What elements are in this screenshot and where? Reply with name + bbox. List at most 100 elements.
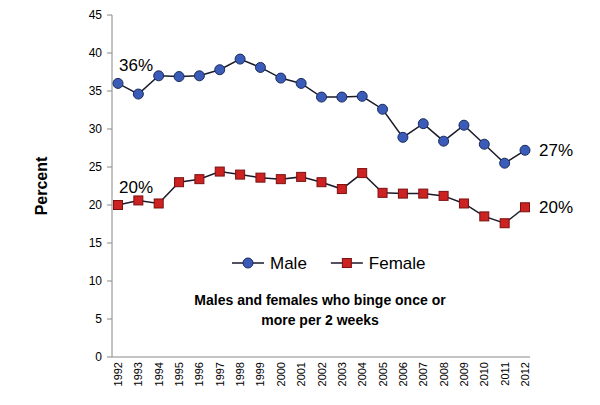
data-point xyxy=(358,169,367,178)
y-tick-label: 15 xyxy=(89,236,103,250)
data-point xyxy=(134,196,143,205)
x-tick-label: 2012 xyxy=(519,362,531,386)
y-tick xyxy=(107,319,112,320)
x-tick-label: 1992 xyxy=(112,362,124,386)
data-point xyxy=(500,219,509,228)
data-point xyxy=(439,191,448,200)
annotation: 20% xyxy=(539,198,573,217)
x-tick-label: 2003 xyxy=(336,362,348,386)
data-point xyxy=(174,72,184,82)
y-tick xyxy=(107,205,112,206)
data-point xyxy=(133,89,143,99)
y-tick xyxy=(107,167,112,168)
x-tick-label: 2004 xyxy=(356,362,368,386)
y-tick-label: 5 xyxy=(95,312,102,326)
y-tick-label: 45 xyxy=(89,8,103,22)
y-tick-label: 35 xyxy=(89,84,103,98)
data-point xyxy=(114,201,123,210)
x-tick-label: 2005 xyxy=(377,362,389,386)
data-point xyxy=(195,175,204,184)
data-point xyxy=(398,132,408,142)
data-point xyxy=(194,71,204,81)
series-line xyxy=(118,59,525,163)
y-axis xyxy=(112,15,113,357)
legend: Male Female xyxy=(232,254,426,273)
data-point xyxy=(398,189,407,198)
data-point xyxy=(317,178,326,187)
x-tick-label: 2000 xyxy=(275,362,287,386)
data-point xyxy=(175,178,184,187)
data-point xyxy=(215,167,224,176)
data-point xyxy=(113,78,123,88)
x-tick-label: 2006 xyxy=(397,362,409,386)
data-point xyxy=(256,173,265,182)
x-axis xyxy=(112,357,530,358)
data-point xyxy=(297,172,306,181)
data-point xyxy=(276,175,285,184)
data-point xyxy=(317,92,327,102)
x-tick-label: 2001 xyxy=(295,362,307,386)
data-point xyxy=(337,185,346,194)
data-point xyxy=(479,139,489,149)
y-tick-label: 0 xyxy=(95,350,102,364)
data-point xyxy=(520,145,530,155)
x-tick-label: 1994 xyxy=(153,362,165,386)
data-point xyxy=(235,54,245,64)
data-point xyxy=(154,199,163,208)
data-point xyxy=(255,62,265,72)
subtitle: Males and females who binge once or more … xyxy=(194,292,446,328)
y-tick xyxy=(107,243,112,244)
plot-area xyxy=(113,54,530,228)
data-point xyxy=(459,120,469,130)
legend-marker xyxy=(243,258,253,268)
data-point xyxy=(378,188,387,197)
data-point xyxy=(419,189,428,198)
data-point xyxy=(215,65,225,75)
legend-label: Female xyxy=(369,254,426,273)
y-tick-label: 10 xyxy=(89,274,103,288)
x-tick-label: 2010 xyxy=(478,362,490,386)
y-tick xyxy=(107,15,112,16)
data-point xyxy=(337,92,347,102)
legend-marker xyxy=(342,259,351,268)
y-tick xyxy=(107,281,112,282)
x-tick-label: 1999 xyxy=(254,362,266,386)
x-tick-label: 1993 xyxy=(132,362,144,386)
data-point xyxy=(480,212,489,221)
y-tick-label: 40 xyxy=(89,46,103,60)
data-point xyxy=(296,78,306,88)
x-tick-label: 2002 xyxy=(316,362,328,386)
y-tick-label: 30 xyxy=(89,122,103,136)
x-tick-label: 1997 xyxy=(214,362,226,386)
data-point xyxy=(500,158,510,168)
data-point xyxy=(418,119,428,129)
y-tick-label: 25 xyxy=(89,160,103,174)
y-tick-label: 20 xyxy=(89,198,103,212)
annotation: 36% xyxy=(119,56,153,75)
x-tick-label: 2009 xyxy=(458,362,470,386)
y-tick xyxy=(107,53,112,54)
data-point xyxy=(276,73,286,83)
annotation: 20% xyxy=(119,178,153,197)
data-point xyxy=(236,170,245,179)
chart: 0 5 10 15 20 25 30 35 40 45 Percent 1992 1993 1994 199… xyxy=(0,0,600,405)
subtitle-line: Males and females who binge once or xyxy=(194,292,446,308)
data-point xyxy=(154,71,164,81)
annotation: 27% xyxy=(539,141,573,160)
data-point xyxy=(378,104,388,114)
x-tick-label: 2008 xyxy=(438,362,450,386)
x-tick-label: 1995 xyxy=(173,362,185,386)
subtitle-line: more per 2 weeks xyxy=(261,312,379,328)
data-point xyxy=(357,91,367,101)
y-tick xyxy=(107,91,112,92)
y-axis-label: Percent xyxy=(33,156,50,215)
x-tick-label: 2011 xyxy=(499,362,511,386)
y-tick xyxy=(107,357,112,358)
x-tick-label: 1996 xyxy=(193,362,205,386)
data-point xyxy=(459,199,468,208)
x-tick-label: 1998 xyxy=(234,362,246,386)
data-point xyxy=(439,136,449,146)
x-tick-label: 2007 xyxy=(417,362,429,386)
legend-label: Male xyxy=(270,254,307,273)
series-line xyxy=(118,172,525,224)
